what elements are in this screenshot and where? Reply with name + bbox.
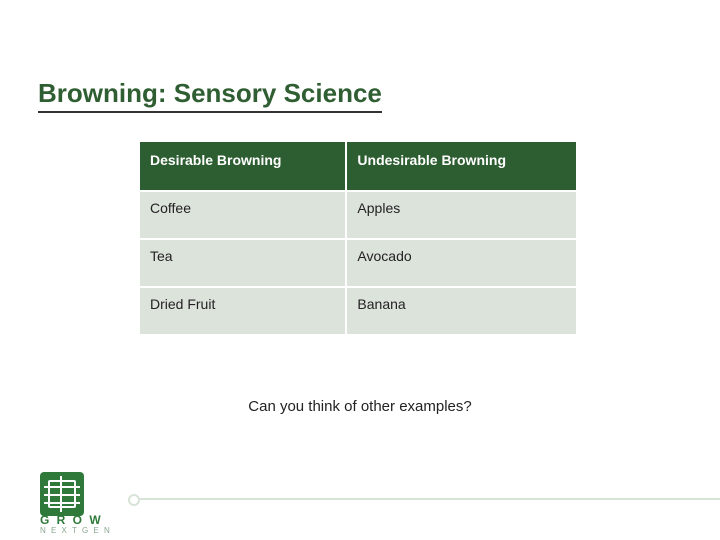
chip-icon [40, 472, 84, 516]
cell-undesirable: Banana [346, 287, 577, 335]
cell-desirable: Coffee [139, 191, 346, 239]
table-header-row: Desirable Browning Undesirable Browning [139, 141, 577, 191]
decor-line [140, 498, 720, 500]
cell-desirable: Dried Fruit [139, 287, 346, 335]
logo-line2: N E X T G E N [40, 527, 111, 536]
browning-table: Desirable Browning Undesirable Browning … [138, 140, 578, 336]
table-row: Tea Avocado [139, 239, 577, 287]
table-row: Coffee Apples [139, 191, 577, 239]
caption-text: Can you think of other examples? [0, 398, 720, 415]
cell-desirable: Tea [139, 239, 346, 287]
decor-circle-icon [128, 494, 140, 506]
cell-undesirable: Apples [346, 191, 577, 239]
footer: G R O W N E X T G E N [0, 445, 720, 540]
col-header-desirable: Desirable Browning [139, 141, 346, 191]
grow-logo [40, 472, 84, 516]
logo-text: G R O W N E X T G E N [40, 514, 111, 536]
cell-undesirable: Avocado [346, 239, 577, 287]
col-header-undesirable: Undesirable Browning [346, 141, 577, 191]
slide-title: Browning: Sensory Science [38, 78, 382, 113]
table-row: Dried Fruit Banana [139, 287, 577, 335]
